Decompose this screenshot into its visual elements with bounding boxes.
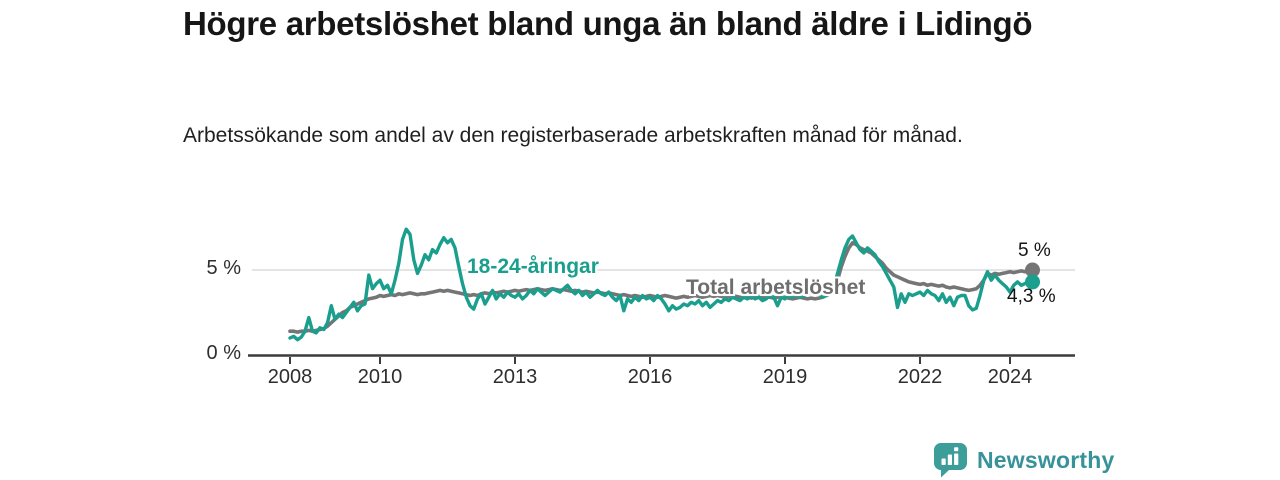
end-value-label-youth: 4,3 % <box>1007 286 1056 307</box>
chart-title: Högre arbetslöshet bland unga än bland ä… <box>183 5 1033 42</box>
brand-name: Newsworthy <box>977 446 1115 473</box>
x-tick-label: 2024 <box>987 366 1033 388</box>
x-tick-label: 2016 <box>627 366 673 388</box>
x-tick-label: 2008 <box>267 366 313 388</box>
x-tick-label: 2022 <box>897 366 943 388</box>
series-line-youth <box>288 227 1035 342</box>
y-tick-label: 0 % <box>206 342 241 364</box>
x-tick-label: 2019 <box>762 366 808 388</box>
x-tick-label: 2010 <box>357 366 403 388</box>
bar-chart-speech-bubble-icon <box>934 443 967 478</box>
chart-subtitle: Arbetssökande som andel av den registerb… <box>183 124 963 147</box>
end-dot-total <box>1025 262 1040 278</box>
series-label-total: Total arbetslöshet <box>686 276 866 299</box>
series-line-total <box>288 241 1035 334</box>
y-tick-label: 5 % <box>206 257 241 279</box>
x-tick-label: 2013 <box>492 366 538 388</box>
series-label-youth: 18-24-åringar <box>467 255 599 278</box>
newsworthy-logo[interactable]: Newsworthy <box>933 442 1114 478</box>
end-value-label-total: 5 % <box>1018 240 1051 261</box>
end-dot-youth <box>1025 274 1040 290</box>
